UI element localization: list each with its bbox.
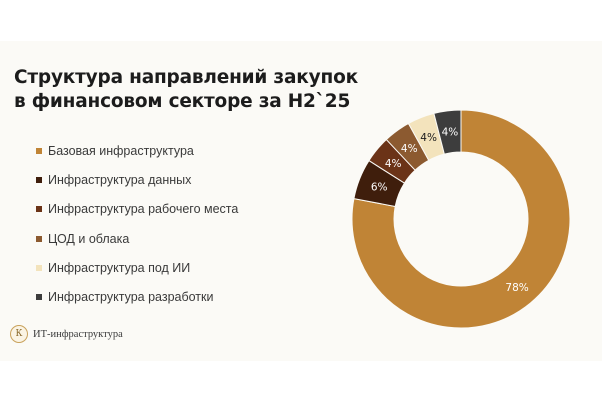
legend-swatch xyxy=(36,177,42,184)
slide: Структура направлений закупок в финансов… xyxy=(0,41,602,361)
data-label: 4% xyxy=(420,132,437,144)
legend-swatch xyxy=(36,206,42,213)
legend-swatch xyxy=(36,264,42,271)
legend-item: Инфраструктура под ИИ xyxy=(36,260,238,276)
donut-slice xyxy=(351,109,571,329)
legend-item: Инфраструктура рабочего места xyxy=(36,201,238,217)
chart-legend: Базовая инфраструктура Инфраструктура дан… xyxy=(36,143,238,318)
chart-title: Структура направлений закупок в финансов… xyxy=(14,66,358,114)
legend-label: Инфраструктура разработки xyxy=(48,289,214,304)
data-label: 78% xyxy=(505,282,528,294)
footer-brand-text: ИТ-инфраструктура xyxy=(33,328,123,340)
data-label: 4% xyxy=(442,127,459,139)
legend-item: Базовая инфраструктура xyxy=(36,143,238,159)
legend-swatch xyxy=(36,235,42,242)
legend-item: Инфраструктура данных xyxy=(36,172,238,188)
chart-title-line-2: в финансовом секторе за H2`25 xyxy=(14,91,351,112)
donut-slice xyxy=(433,109,462,155)
footer: К ИТ-инфраструктура xyxy=(10,325,123,343)
legend-label: Инфраструктура данных xyxy=(48,173,192,188)
legend-item: Инфраструктура разработки xyxy=(36,289,238,305)
brand-logo-icon: К xyxy=(10,325,28,343)
legend-label: Инфраструктура под ИИ xyxy=(48,260,191,275)
chart-title-line-1: Структура направлений закупок xyxy=(14,67,358,88)
data-label: 4% xyxy=(401,143,418,155)
donut-chart: 78%6%4%4%4% 4% xyxy=(351,109,571,329)
legend-label: ЦОД и облака xyxy=(48,231,130,246)
data-label: 6% xyxy=(371,182,388,194)
legend-label: Базовая инфраструктура xyxy=(48,144,194,158)
legend-item: ЦОД и облака xyxy=(36,231,238,247)
legend-label: Инфраструктура рабочего места xyxy=(48,202,239,217)
data-label: 4% xyxy=(385,158,402,170)
legend-swatch xyxy=(36,148,42,154)
legend-swatch xyxy=(36,293,42,300)
